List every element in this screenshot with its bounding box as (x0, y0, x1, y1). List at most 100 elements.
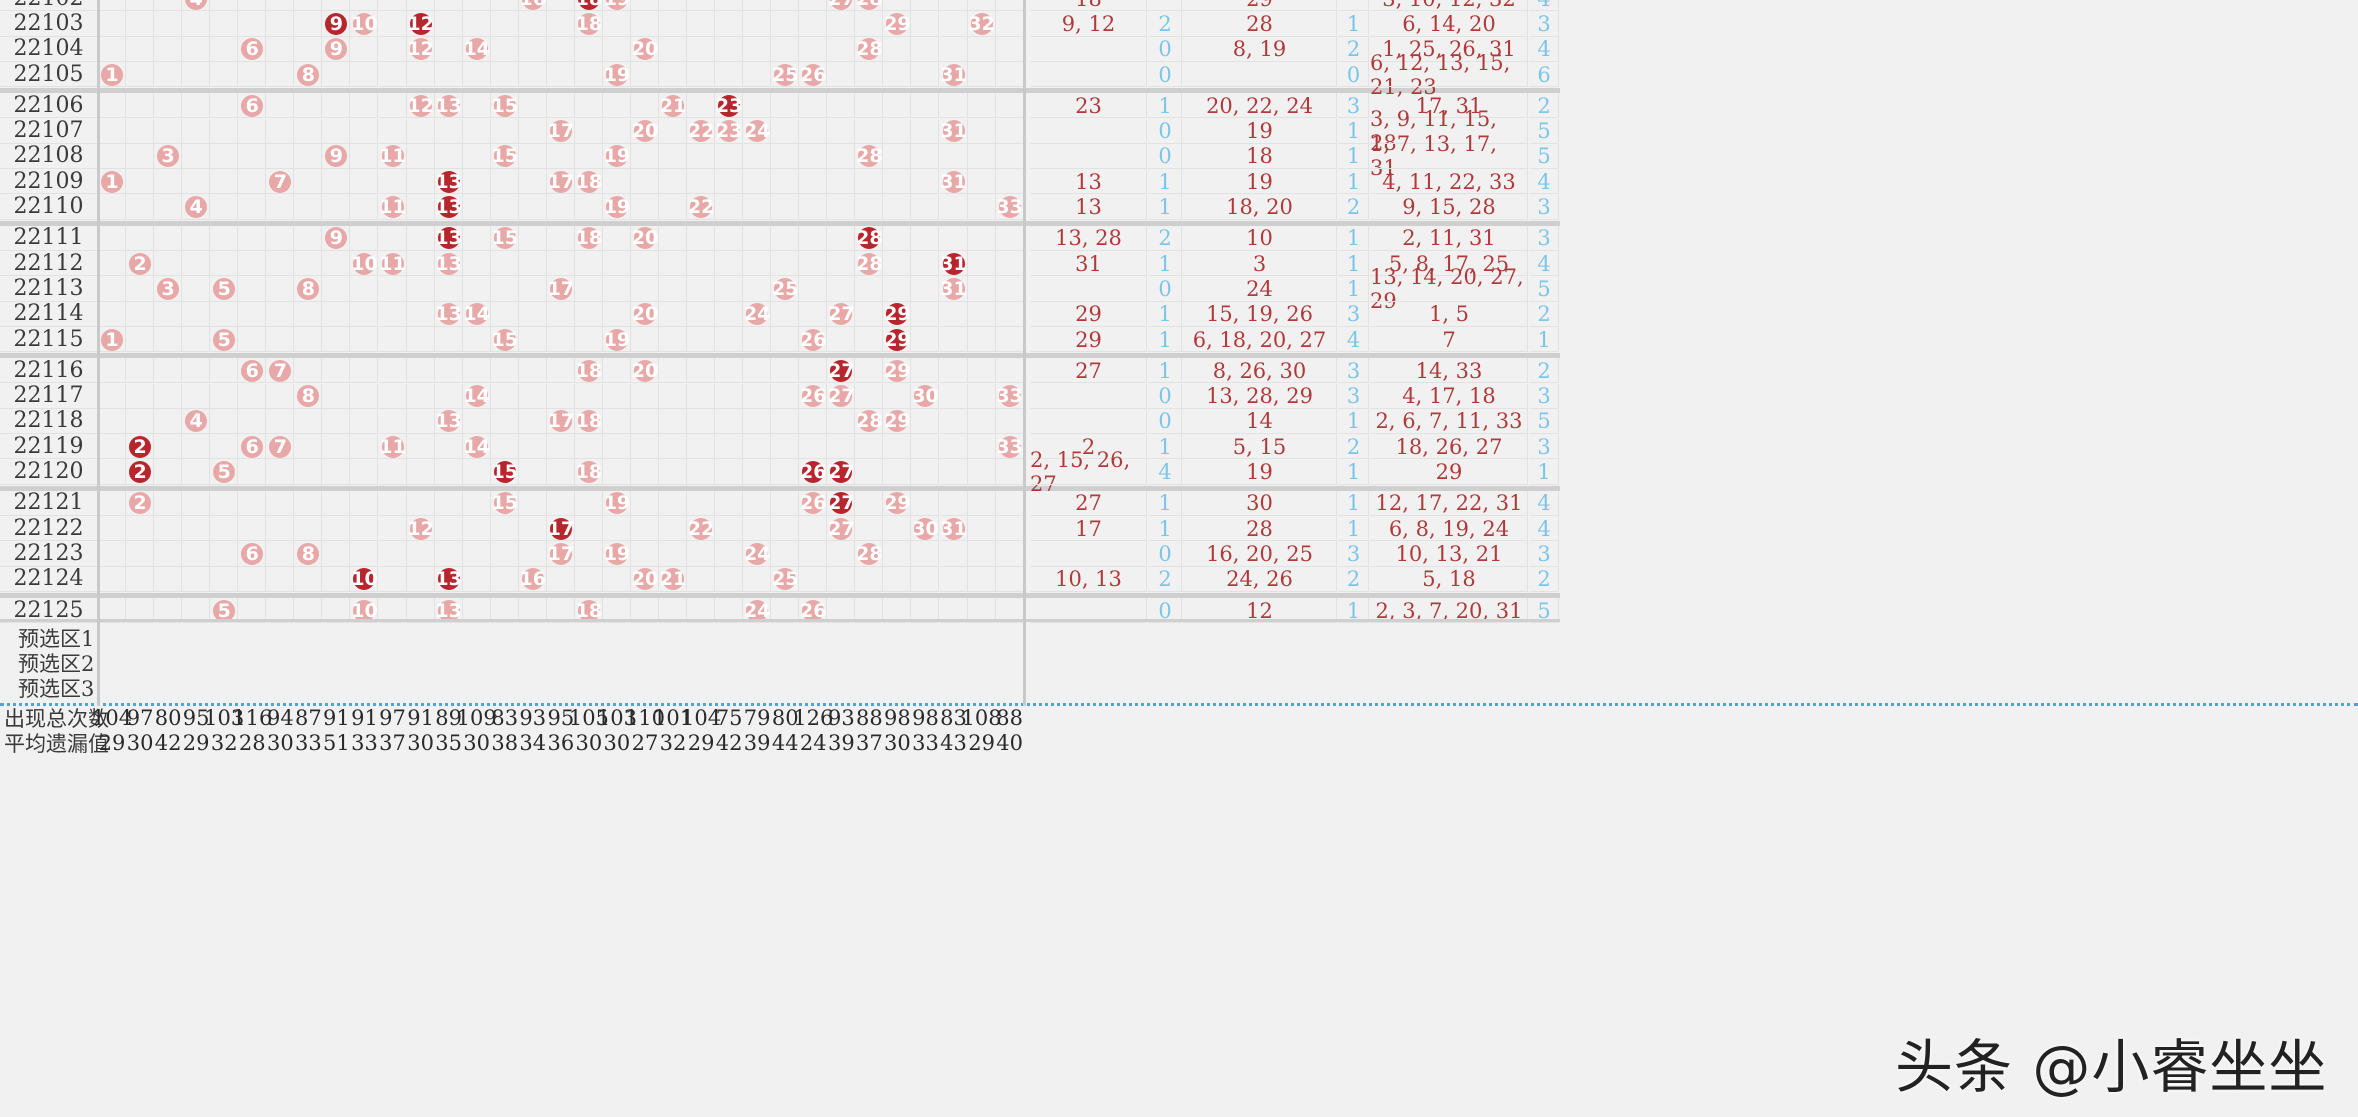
number-ball: 29 (884, 410, 911, 433)
grid-cell (687, 408, 716, 435)
stat-s2: 12 (1246, 598, 1273, 623)
grid-cell (210, 276, 239, 302)
grid-cell (659, 358, 688, 384)
grid-cell (967, 408, 996, 435)
stat-s1: 13 (1075, 169, 1102, 194)
stat-cell (1529, 301, 1559, 327)
grid-cell (546, 194, 575, 220)
avg-missing: 29 (968, 731, 995, 756)
grid-cell (294, 93, 323, 119)
grid-cell (350, 0, 379, 12)
stat-s1: 31 (1075, 251, 1102, 276)
grid-cell (126, 541, 155, 567)
grid-cell (602, 61, 631, 88)
number-ball: 11 (379, 145, 406, 168)
stat-cell (1529, 93, 1559, 119)
number-ball: 26 (800, 599, 827, 622)
stat-cell (1529, 459, 1559, 485)
grid-cell (238, 194, 267, 220)
grid-cell (659, 276, 688, 302)
total-count: 103 (596, 705, 637, 730)
stat-c1: 1 (1158, 327, 1172, 352)
grid-cell (294, 459, 323, 485)
grid-cell (434, 93, 463, 119)
grid-cell (967, 11, 996, 37)
grid-cell (827, 301, 856, 327)
grid-cell (911, 93, 940, 119)
grid-cell (378, 251, 407, 277)
number-ball: 26 (800, 328, 827, 351)
grid-cell (602, 597, 631, 624)
grid-cell (995, 0, 1024, 12)
stat-s1: 10, 13 (1055, 567, 1122, 592)
grid-cell (182, 276, 211, 302)
grid-cell (967, 194, 996, 220)
grid-cell (182, 541, 211, 567)
grid-cell (574, 169, 603, 195)
grid-cell (294, 490, 323, 516)
grid-cell (434, 434, 463, 460)
grid-cell (995, 118, 1024, 144)
grid-cell (126, 490, 155, 516)
grid-cell (98, 541, 127, 567)
stat-cell (1370, 434, 1528, 460)
stat-c2: 4 (1346, 327, 1361, 352)
grid-cell (630, 276, 659, 302)
issue-number: 22111 (0, 225, 98, 251)
grid-cell (771, 566, 800, 592)
grid-cell (883, 61, 912, 88)
grid-cell (182, 358, 211, 384)
number-ball: 10 (351, 12, 378, 35)
grid-cell (574, 225, 603, 251)
stat-cell (1148, 408, 1182, 435)
grid-cell (659, 301, 688, 327)
stat-s2: 30 (1246, 491, 1273, 516)
grid-cell (126, 169, 155, 195)
stat-cell (1148, 251, 1182, 277)
grid-cell (434, 169, 463, 195)
grid-cell (771, 490, 800, 516)
grid-cell (911, 326, 940, 353)
grid-cell (518, 597, 547, 624)
stat-c1: 0 (1158, 276, 1172, 301)
grid-cell (322, 251, 351, 277)
grid-cell (630, 61, 659, 88)
grid-cell (98, 358, 127, 384)
number-ball: 4 (185, 0, 208, 10)
grid-cell (771, 597, 800, 624)
stat-cell (1529, 0, 1559, 12)
number-ball: 17 (547, 170, 575, 193)
grid-cell (462, 251, 491, 277)
stat-cell (1148, 36, 1182, 62)
grid-cell (406, 301, 435, 327)
stat-c1: 1 (1158, 169, 1172, 194)
stat-s3: 2, 11, 31 (1402, 226, 1496, 251)
grid-cell (154, 566, 183, 592)
grid-cell (462, 358, 491, 384)
grid-cell (266, 251, 295, 277)
grid-cell (406, 358, 435, 384)
grid-cell (659, 251, 688, 277)
grid-cell (98, 11, 127, 37)
grid-cell (322, 358, 351, 384)
grid-cell (518, 118, 547, 144)
grid-cell (238, 118, 267, 144)
grid-cell (911, 194, 940, 220)
stat-c3: 5 (1537, 598, 1551, 623)
stat-cell (1030, 11, 1147, 37)
stat-cell (1338, 11, 1369, 37)
grid-cell (574, 597, 603, 624)
grid-cell (715, 541, 744, 567)
grid-cell (126, 434, 155, 460)
stat-s2: 19 (1246, 119, 1273, 144)
grid-cell (574, 408, 603, 435)
stat-cell (1338, 541, 1369, 567)
grid-cell (98, 434, 127, 460)
grid-cell (378, 143, 407, 170)
grid-cell (687, 383, 716, 409)
grid-cell (715, 93, 744, 119)
grid-cell (294, 541, 323, 567)
stat-s1: 9, 12 (1061, 11, 1116, 36)
number-ball: 28 (856, 410, 883, 433)
grid-cell (967, 0, 996, 12)
